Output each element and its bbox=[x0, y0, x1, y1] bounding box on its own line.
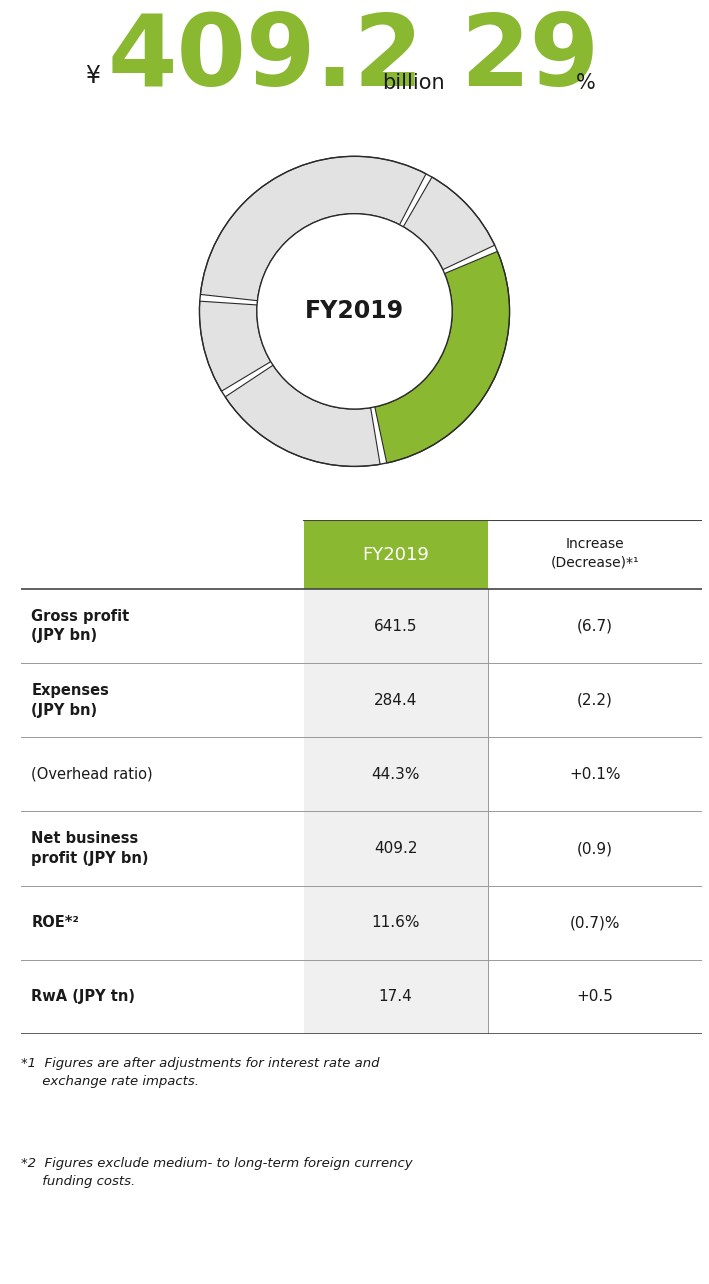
Circle shape bbox=[257, 213, 452, 410]
Text: *2  Figures exclude medium- to long-term foreign currency
     funding costs.: *2 Figures exclude medium- to long-term … bbox=[21, 1157, 413, 1188]
Text: (6.7): (6.7) bbox=[576, 619, 613, 634]
Text: 29: 29 bbox=[460, 10, 599, 107]
Text: ROE*²: ROE*² bbox=[31, 915, 79, 930]
Text: Net business
profit (JPY bn): Net business profit (JPY bn) bbox=[31, 832, 149, 865]
Text: 641.5: 641.5 bbox=[374, 619, 418, 634]
Text: (2.2): (2.2) bbox=[577, 693, 613, 707]
Text: (0.7)%: (0.7)% bbox=[569, 915, 620, 930]
Text: 409.2: 409.2 bbox=[108, 10, 424, 107]
Text: FY2019: FY2019 bbox=[362, 546, 429, 564]
Wedge shape bbox=[201, 157, 426, 300]
Text: RwA (JPY tn): RwA (JPY tn) bbox=[31, 989, 135, 1004]
Text: Increase
(Decrease)*¹: Increase (Decrease)*¹ bbox=[550, 537, 639, 570]
Text: 409.2: 409.2 bbox=[374, 841, 418, 856]
Text: +0.5: +0.5 bbox=[576, 989, 613, 1004]
FancyBboxPatch shape bbox=[303, 589, 488, 1034]
Text: Gross profit
(JPY bn): Gross profit (JPY bn) bbox=[31, 610, 130, 643]
Wedge shape bbox=[225, 365, 380, 466]
Text: Expenses
(JPY bn): Expenses (JPY bn) bbox=[31, 683, 109, 718]
Text: 44.3%: 44.3% bbox=[372, 767, 420, 782]
Text: billion: billion bbox=[382, 73, 445, 92]
Wedge shape bbox=[375, 252, 510, 464]
Text: (0.9): (0.9) bbox=[576, 841, 613, 856]
Wedge shape bbox=[403, 177, 495, 270]
Text: FY2019: FY2019 bbox=[305, 299, 404, 324]
Wedge shape bbox=[199, 302, 271, 392]
FancyBboxPatch shape bbox=[303, 520, 488, 589]
Text: 284.4: 284.4 bbox=[374, 693, 418, 707]
Text: ¥: ¥ bbox=[85, 64, 100, 87]
Text: *1  Figures are after adjustments for interest rate and
     exchange rate impac: *1 Figures are after adjustments for int… bbox=[21, 1057, 380, 1088]
Text: +0.1%: +0.1% bbox=[569, 767, 620, 782]
Text: 17.4: 17.4 bbox=[379, 989, 413, 1004]
Text: 11.6%: 11.6% bbox=[372, 915, 420, 930]
Text: %: % bbox=[576, 73, 596, 92]
Text: (Overhead ratio): (Overhead ratio) bbox=[31, 767, 153, 782]
